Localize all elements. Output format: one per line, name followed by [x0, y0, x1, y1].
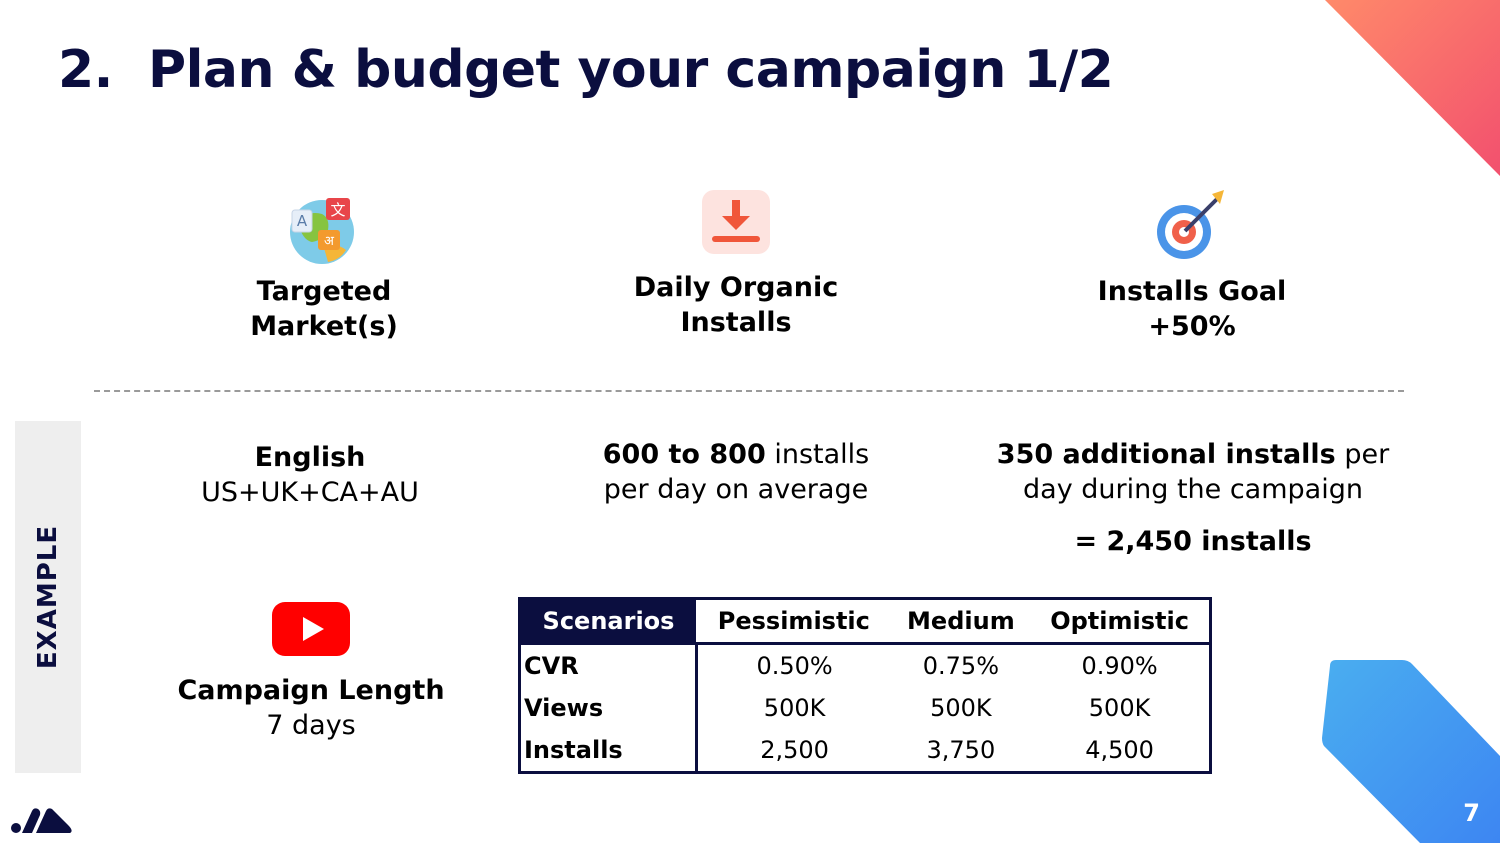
corner-decoration-bottom — [1322, 660, 1500, 843]
column-daily-organic-installs: Daily Organic Installs — [596, 188, 876, 340]
example-market-language: English — [254, 442, 366, 473]
table-cell: 0.75% — [922, 652, 999, 680]
example-sidebar — [15, 421, 81, 773]
example-organic: 600 to 800 installs per day on average — [560, 437, 912, 507]
table-cell: 2,500 — [760, 736, 829, 764]
dashed-divider — [94, 390, 1404, 392]
table-cell: 500K — [1088, 694, 1151, 722]
table-row-label: Views — [518, 687, 698, 729]
column-installs-goal: Installs Goal +50% — [1062, 188, 1322, 344]
scenarios-table: Scenarios Pessimistic Medium Optimistic … — [518, 597, 1212, 774]
table-row: Installs 2,500 3,750 4,500 — [518, 729, 1211, 773]
table-cell: 4,500 — [1085, 736, 1154, 764]
title-text: Plan & budget your campaign 1/2 — [148, 40, 1114, 100]
table-row-label: Installs — [518, 729, 698, 773]
svg-text:A: A — [297, 212, 308, 230]
table-row-label: CVR — [518, 643, 698, 687]
youtube-icon — [272, 602, 350, 656]
example-organic-range: 600 to 800 — [602, 439, 766, 470]
example-market: English US+UK+CA+AU — [160, 440, 460, 510]
example-goal-amount: 350 additional installs — [996, 439, 1336, 470]
table-header-pessimistic: Pessimistic — [696, 598, 892, 645]
table-cell: 0.90% — [1081, 652, 1158, 680]
example-organic-text: installs — [765, 439, 870, 470]
table-header-optimistic: Optimistic — [1030, 598, 1211, 645]
slide-title: 2. Plan & budget your campaign 1/2 — [58, 40, 1114, 100]
column-label-line2: +50% — [1148, 311, 1236, 342]
campaign-length-value: 7 days — [266, 710, 356, 741]
example-market-regions: US+UK+CA+AU — [201, 477, 419, 508]
example-goal-text2: day during the campaign — [1023, 474, 1363, 505]
column-label-line2: Installs — [680, 307, 792, 338]
brand-logo — [11, 808, 72, 833]
svg-text:文: 文 — [330, 201, 345, 219]
table-cell: 500K — [763, 694, 826, 722]
translate-globe-icon: A 文 अ — [290, 198, 354, 264]
table-header-scenarios: Scenarios — [519, 598, 696, 645]
table-header-medium: Medium — [891, 598, 1031, 645]
svg-text:अ: अ — [324, 234, 335, 249]
example-goal: 350 additional installs per day during t… — [984, 437, 1402, 559]
table-cell: 500K — [930, 694, 992, 722]
column-label-line1: Installs Goal — [1097, 276, 1287, 307]
title-number: 2. — [58, 40, 113, 100]
column-targeted-markets: A 文 अ Targeted Market(s) — [204, 192, 444, 344]
example-goal-total: = 2,450 installs — [1074, 526, 1312, 557]
table-row: CVR 0.50% 0.75% 0.90% — [518, 643, 1211, 687]
table-cell: 0.50% — [756, 652, 833, 680]
table-cell: 3,750 — [926, 736, 996, 764]
example-organic-text2: per day on average — [603, 474, 869, 505]
download-icon — [702, 190, 770, 254]
target-icon — [1157, 190, 1224, 259]
table-row: Views 500K 500K 500K — [518, 687, 1211, 729]
column-label-line1: Targeted — [256, 276, 392, 307]
table-header-row: Scenarios Pessimistic Medium Optimistic — [519, 598, 1211, 645]
corner-decoration-top — [1325, 0, 1500, 176]
page-number: 7 — [1463, 799, 1480, 827]
campaign-length-label: Campaign Length — [177, 675, 445, 706]
column-label-line1: Daily Organic — [633, 272, 839, 303]
column-label-line2: Market(s) — [250, 311, 398, 342]
example-campaign-length: Campaign Length 7 days — [150, 601, 472, 743]
example-label: EXAMPLE — [33, 524, 63, 670]
example-goal-text: per — [1335, 439, 1390, 470]
